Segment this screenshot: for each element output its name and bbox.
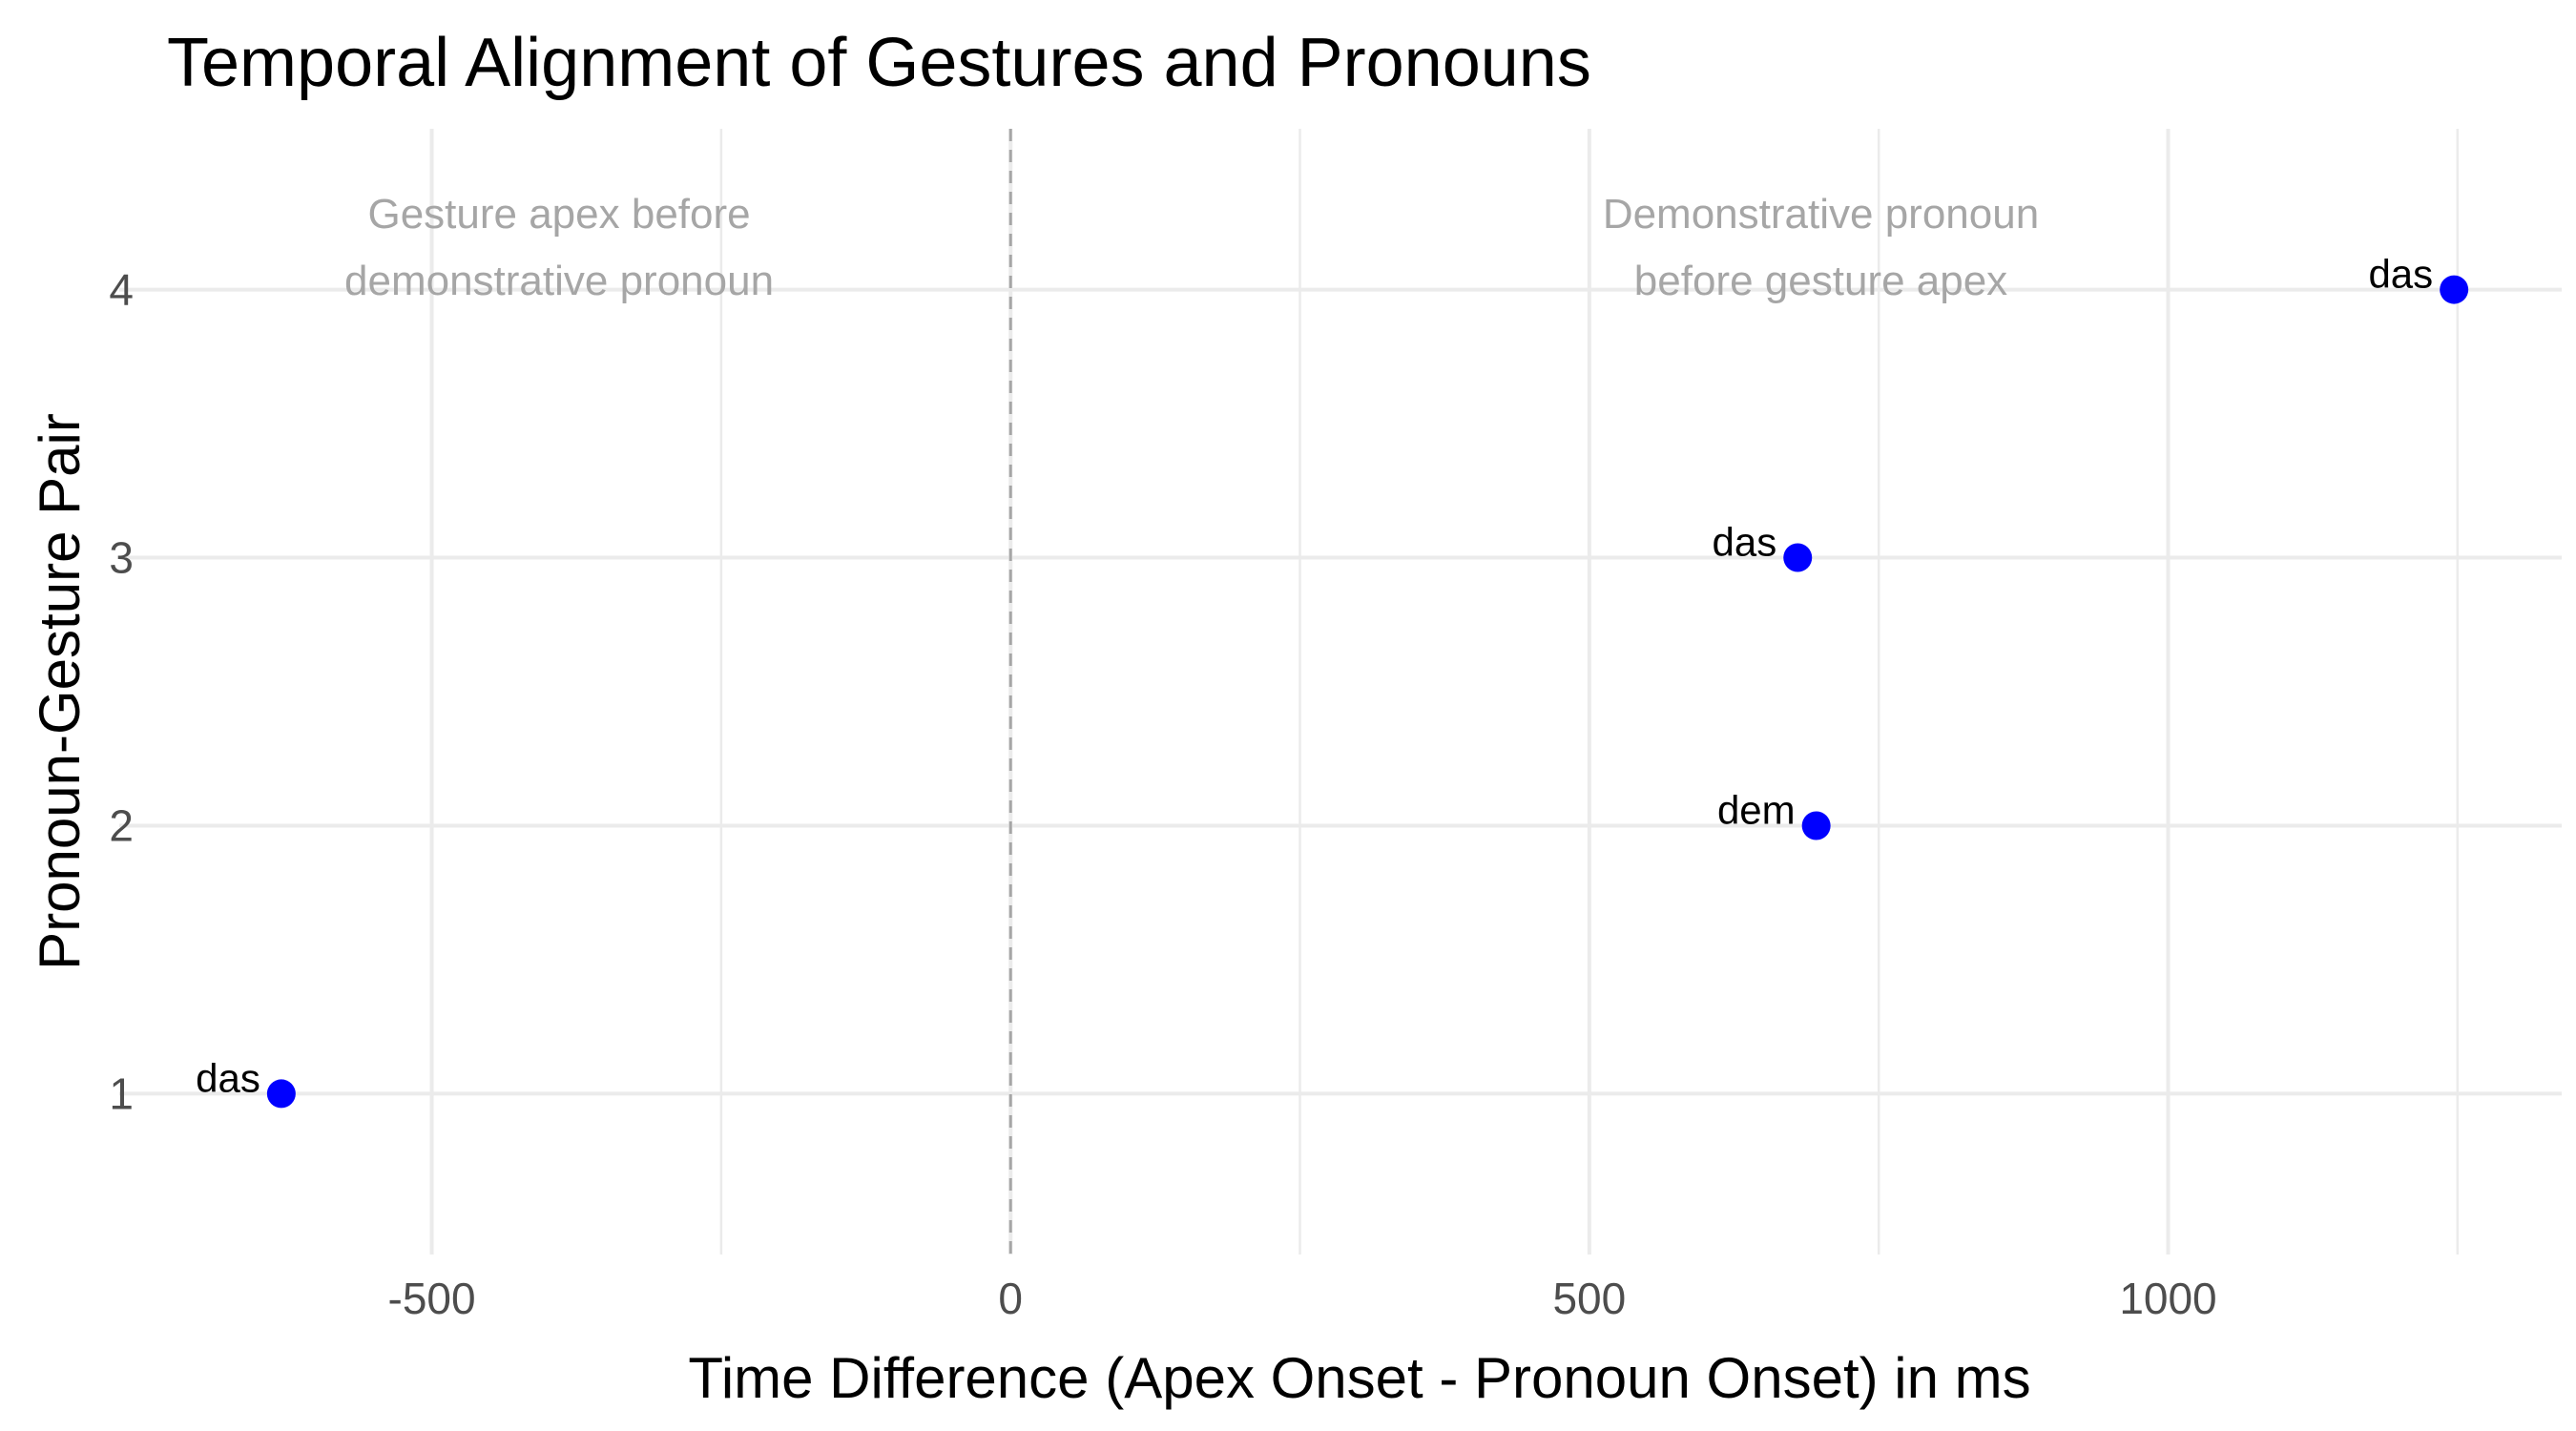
x-tick-label: -500 [388, 1274, 476, 1323]
x-tick-label: 1000 [2119, 1274, 2216, 1323]
y-tick-label: 4 [109, 265, 134, 315]
point-label: das [196, 1055, 260, 1100]
y-axis-title: Pronoun-Gesture Pair [28, 413, 92, 970]
data-point [2440, 275, 2469, 304]
x-tick-label: 500 [1552, 1274, 1626, 1323]
point-label: das [2368, 252, 2433, 297]
point-label: dem [1717, 787, 1796, 832]
annotation-layer: Gesture apex before demonstrative pronoun… [344, 191, 2039, 304]
y-tick-label: 3 [109, 533, 134, 583]
annotation-line: before gesture apex [1634, 258, 2007, 304]
point-layer [266, 275, 2469, 1109]
data-point [1783, 543, 1813, 572]
region-annotation-2: Demonstrative pronoun before gesture apex [1603, 191, 2039, 304]
annotation-line: Demonstrative pronoun [1603, 191, 2039, 238]
region-annotation-1: Gesture apex before demonstrative pronoun [344, 191, 774, 304]
tick-label-layer: -500 0 500 1000 1 2 3 4 [109, 265, 2216, 1323]
annotation-line: Gesture apex before [367, 191, 750, 238]
x-tick-label: 0 [998, 1274, 1023, 1323]
data-point [1801, 811, 1831, 840]
grid-layer [119, 129, 2562, 1255]
point-label: das [1713, 520, 1777, 565]
y-tick-label: 2 [109, 800, 134, 850]
chart-title: Temporal Alignment of Gestures and Prono… [167, 25, 1591, 101]
x-axis-title: Time Difference (Apex Onset - Pronoun On… [688, 1346, 2030, 1410]
point-label-layer: das dem das das [196, 252, 2433, 1101]
data-point [266, 1079, 296, 1109]
annotation-line: demonstrative pronoun [344, 258, 774, 304]
y-tick-label: 1 [109, 1068, 134, 1118]
